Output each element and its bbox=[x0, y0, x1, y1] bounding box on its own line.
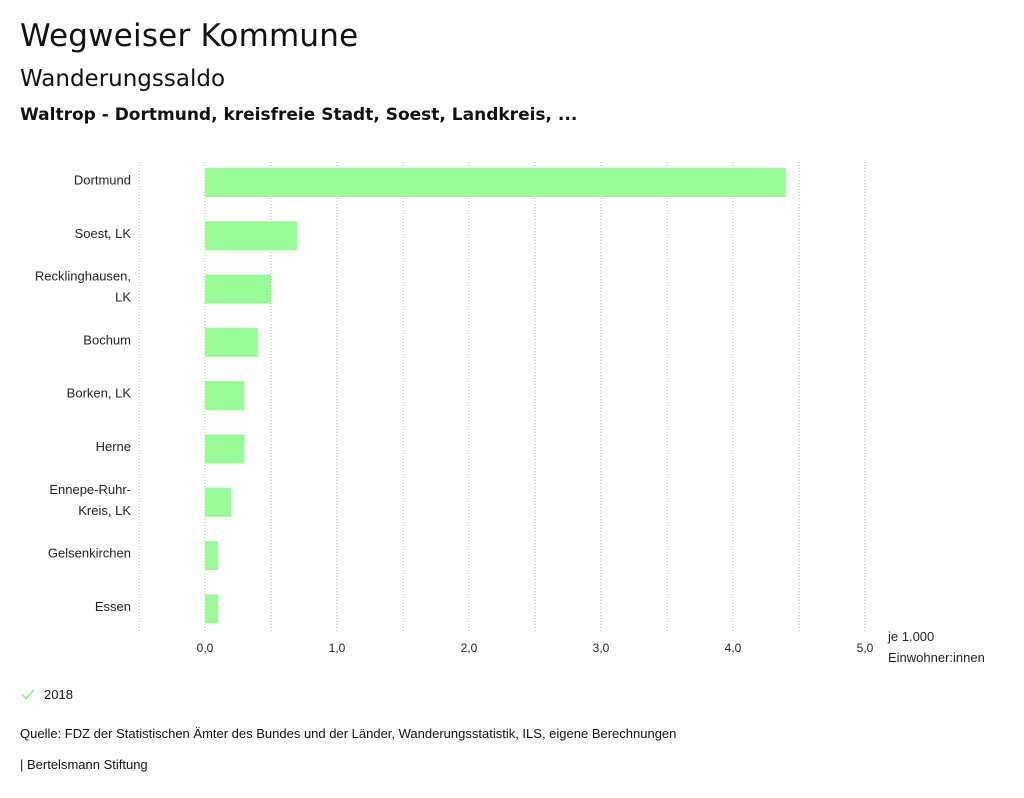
legend-label[interactable]: 2018 bbox=[44, 686, 73, 702]
bar[interactable] bbox=[205, 594, 219, 624]
region-selection[interactable]: Waltrop - Dortmund, kreisfreie Stadt, So… bbox=[20, 105, 578, 125]
x-tick-label: 1,0 bbox=[329, 641, 346, 655]
category-label: Recklinghausen, bbox=[35, 269, 131, 284]
category-label: Soest, LK bbox=[75, 226, 132, 241]
bar[interactable] bbox=[205, 541, 219, 571]
x-tick-label: 0,0 bbox=[197, 641, 214, 655]
x-axis-unit-label: Einwohner:innen bbox=[888, 650, 985, 665]
x-tick-label: 5,0 bbox=[857, 641, 874, 655]
x-tick-label: 3,0 bbox=[593, 641, 610, 655]
page-title: Wegweiser Kommune bbox=[20, 18, 359, 54]
category-label: LK bbox=[115, 290, 131, 305]
category-label: Essen bbox=[95, 599, 131, 614]
category-label: Bochum bbox=[83, 332, 131, 347]
category-label: Dortmund bbox=[74, 173, 131, 188]
legend-check-icon[interactable] bbox=[20, 686, 36, 702]
x-axis-unit-label: je 1.000 bbox=[887, 629, 934, 644]
category-label: Ennepe-Ruhr- bbox=[49, 482, 131, 497]
source-note: Quelle: FDZ der Statistischen Ämter des … bbox=[20, 726, 677, 741]
credit-note: | Bertelsmann Stiftung bbox=[20, 757, 148, 772]
legend[interactable]: 2018 bbox=[20, 686, 73, 702]
category-label: Borken, LK bbox=[67, 386, 132, 401]
bar[interactable] bbox=[205, 381, 245, 411]
bar-chart: Dortmund Soest, LK Recklinghausen, LK Bochum… bbox=[35, 162, 985, 665]
bar[interactable] bbox=[205, 327, 258, 357]
category-label: Herne bbox=[96, 439, 131, 454]
bar[interactable] bbox=[205, 487, 232, 517]
bar[interactable] bbox=[205, 274, 271, 304]
category-label: Gelsenkirchen bbox=[48, 546, 131, 561]
bar[interactable] bbox=[205, 434, 245, 464]
category-label: Kreis, LK bbox=[78, 503, 131, 518]
bar[interactable] bbox=[205, 221, 298, 251]
chart-subtitle: Wanderungssaldo bbox=[20, 66, 226, 92]
x-tick-label: 2,0 bbox=[461, 641, 478, 655]
x-tick-label: 4,0 bbox=[725, 641, 742, 655]
bar[interactable] bbox=[205, 168, 786, 197]
